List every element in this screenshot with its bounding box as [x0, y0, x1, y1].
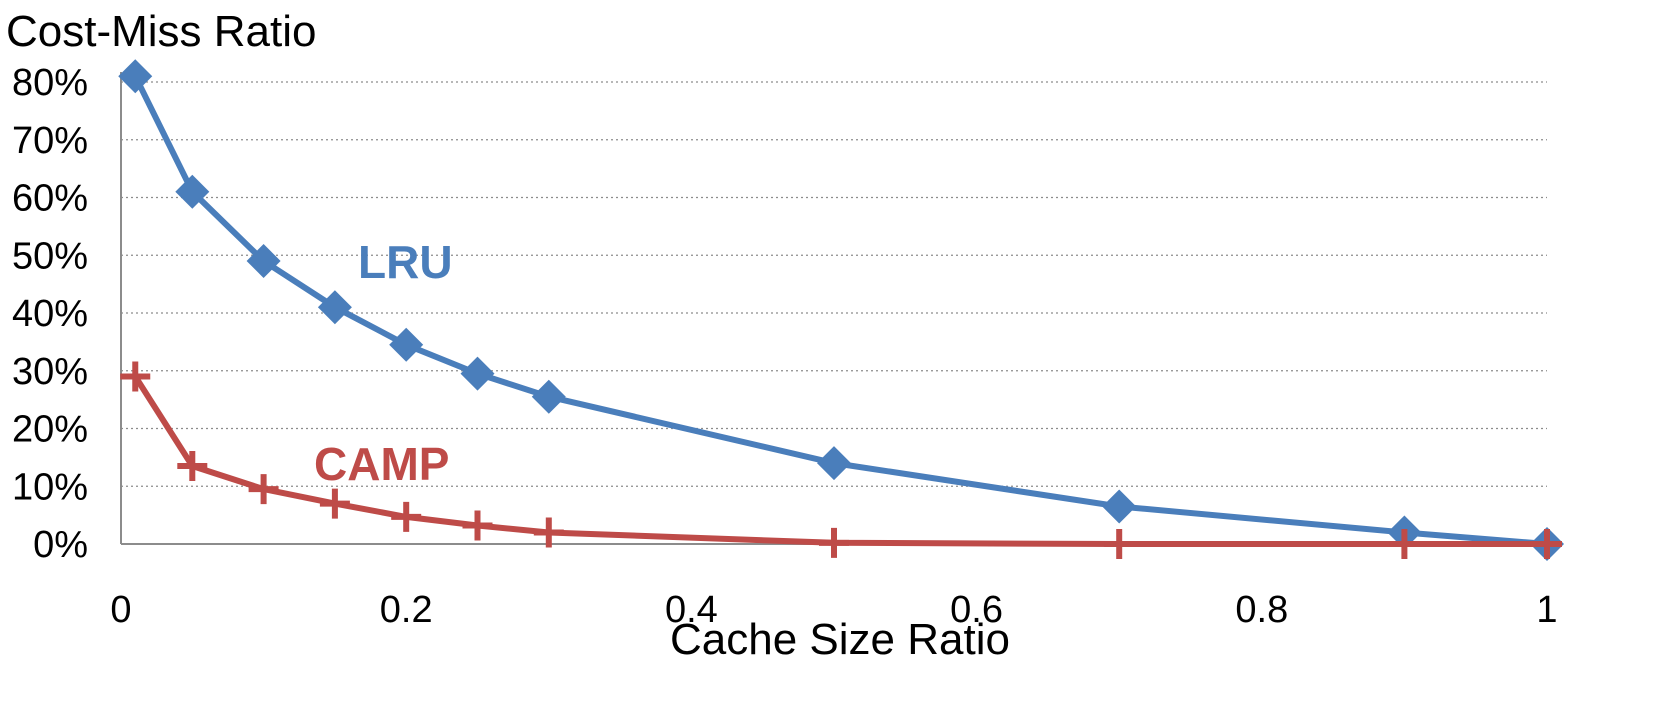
y-tick-label: 10% — [12, 466, 88, 508]
series-lru — [118, 59, 1564, 561]
data-point — [1532, 529, 1562, 559]
y-tick-label: 60% — [12, 178, 88, 220]
series-group — [118, 59, 1564, 561]
x-tick-label: 0.4 — [665, 589, 718, 631]
data-point — [1389, 529, 1420, 559]
data-point — [817, 446, 851, 481]
series-label-lru: LRU — [358, 236, 453, 288]
x-tick-label: 0 — [110, 589, 131, 631]
gridlines — [121, 81, 1547, 487]
data-point — [1102, 489, 1137, 524]
data-point — [248, 474, 279, 505]
data-point — [319, 488, 350, 519]
x-tick-label: 0.2 — [380, 589, 433, 631]
data-point — [118, 59, 153, 94]
x-axis-title: Cache Size Ratio — [670, 615, 1010, 664]
y-tick-label: 30% — [12, 351, 88, 393]
data-point — [531, 379, 566, 414]
data-point — [533, 517, 564, 548]
data-point — [317, 290, 352, 325]
y-tick-label: 80% — [12, 62, 88, 104]
series-labels: LRU CAMP — [314, 236, 453, 490]
y-tick-label: 0% — [33, 524, 88, 566]
x-tick-label: 0.6 — [950, 589, 1003, 631]
data-point — [175, 174, 210, 209]
y-tick-label: 40% — [12, 293, 88, 335]
x-tick-label: 1 — [1536, 589, 1557, 631]
data-point — [389, 327, 424, 362]
y-tick-labels: 0% 10% 20% 30% 40% 50% 60% 70% 80% — [12, 62, 88, 566]
data-point — [391, 501, 422, 532]
data-point — [462, 510, 493, 541]
data-point — [120, 361, 151, 392]
data-point — [177, 451, 208, 482]
x-tick-label: 0.8 — [1235, 589, 1288, 631]
series-label-camp: CAMP — [314, 438, 449, 490]
data-point — [1104, 529, 1135, 559]
y-tick-label: 50% — [12, 235, 88, 277]
data-point — [460, 356, 495, 391]
y-tick-label: 70% — [12, 120, 88, 162]
series-camp — [120, 361, 1562, 559]
y-axis-title: Cost-Miss Ratio — [6, 7, 317, 56]
data-point — [819, 527, 849, 558]
x-tick-labels: 0 0.2 0.4 0.6 0.8 1 — [110, 589, 1557, 631]
data-point — [246, 244, 281, 279]
y-tick-label: 20% — [12, 409, 88, 451]
